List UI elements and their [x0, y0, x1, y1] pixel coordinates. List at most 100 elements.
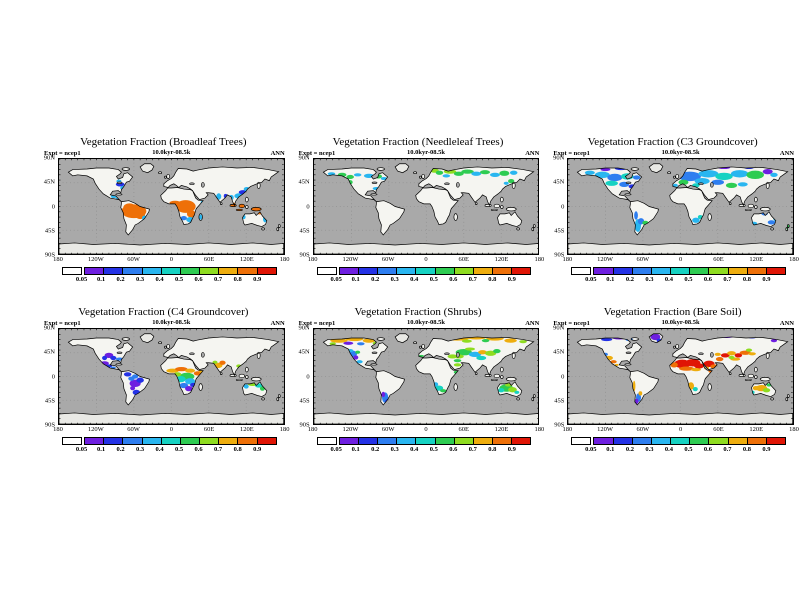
- experiment-label: Expt = ncep1: [553, 320, 590, 327]
- colorbar-labels: 0.05 0.1 0.2 0.3 0.4 0.5 0.6 0.7 0.8 0.9: [585, 276, 771, 283]
- period-label: 10.0kyr-08.5k: [406, 149, 446, 156]
- lon-tick-label: 120E: [494, 426, 509, 433]
- panel-broadleaf-trees: Vegetation Fraction (Broadleaf Trees) Ex…: [42, 136, 290, 284]
- lat-tick-label: 0: [51, 203, 55, 210]
- period-label: 10.0kyr-08.5k: [661, 319, 700, 326]
- panel-title: Vegetation Fraction (Bare Soil): [603, 306, 742, 318]
- lon-tick-label: 0: [679, 256, 683, 263]
- map-area: 90N 45N 0 45S 90S: [42, 155, 285, 259]
- lon-axis: 180 120W 60W 0 60E 120E 180: [562, 255, 798, 264]
- panel-header: Expt = ncep1 10.0kyr-08.5k ANN: [44, 149, 285, 158]
- lat-tick-label: 90N: [298, 324, 310, 332]
- lon-tick-label: 60E: [458, 256, 470, 263]
- lon-tick-label: 120E: [749, 256, 764, 263]
- lon-axis: 180 120W 60W 0 60E 120E 180: [308, 425, 544, 434]
- colorbar: 0.05 0.1 0.2 0.3 0.4 0.5 0.6 0.7 0.8 0.9: [62, 437, 277, 454]
- lon-tick-label: 180: [789, 426, 799, 433]
- colorbar-labels: 0.05 0.1 0.2 0.3 0.4 0.5 0.6 0.7 0.8 0.9: [75, 446, 262, 453]
- lon-tick-label: 60W: [636, 426, 650, 433]
- lon-tick-label: 60W: [127, 426, 140, 433]
- period-label: 10.0kyr-08.5k: [406, 319, 446, 326]
- experiment-label: Expt = ncep1: [44, 320, 81, 327]
- lon-tick-label: 120W: [342, 256, 359, 263]
- colorbar-strip: [316, 267, 532, 275]
- lat-tick-label: 90S: [44, 251, 55, 259]
- colorbar: 0.05 0.1 0.2 0.3 0.4 0.5 0.6 0.7 0.8 0.9: [571, 437, 787, 454]
- lon-tick-label: 180: [279, 426, 290, 433]
- map-frame: [312, 158, 540, 255]
- lon-tick-label: 180: [789, 256, 799, 263]
- lat-tick-label: 45N: [298, 178, 310, 186]
- panel-title: Vegetation Fraction (C3 Groundcover): [587, 136, 758, 148]
- lon-tick-label: 0: [679, 426, 683, 433]
- lat-axis: 90N 45N 0 45S 90S: [297, 324, 312, 429]
- period-label: 10.0kyr-08.5k: [661, 149, 700, 156]
- lat-tick-label: 90N: [553, 324, 565, 332]
- lat-tick-label: 45S: [299, 397, 310, 405]
- lon-tick-label: 0: [169, 426, 173, 433]
- lat-tick-label: 90S: [299, 251, 310, 259]
- world-map: [313, 159, 539, 254]
- lon-tick-label: 180: [562, 426, 573, 433]
- lat-tick-label: 45N: [553, 178, 565, 186]
- experiment-label: Expt = ncep1: [553, 150, 590, 157]
- lon-tick-label: 60E: [713, 256, 724, 263]
- season-label: ANN: [779, 150, 794, 157]
- lon-tick-label: 0: [169, 256, 173, 263]
- lat-tick-label: 0: [306, 373, 310, 380]
- lon-tick-label: 180: [53, 426, 63, 433]
- lat-axis: 90N 45N 0 45S 90S: [297, 155, 312, 259]
- lat-tick-label: 45N: [43, 348, 55, 356]
- experiment-label: Expt = ncep1: [298, 320, 336, 327]
- lon-tick-label: 60E: [203, 256, 215, 263]
- map-frame: [567, 328, 794, 425]
- lat-axis: 90N 45N 0 45S 90S: [551, 154, 566, 259]
- lat-tick-label: 0: [306, 203, 310, 210]
- world-map: [313, 329, 539, 424]
- lat-axis: 90N 45N 0 45S 90S: [551, 324, 566, 429]
- map-area: 90N 45N 0 45S 90S: [297, 155, 540, 259]
- period-label: 10.0kyr-08.5k: [152, 149, 191, 156]
- lon-tick-label: 60E: [713, 426, 724, 433]
- season-label: ANN: [525, 150, 540, 157]
- lon-axis: 180 120W 60W 0 60E 120E 180: [308, 255, 544, 264]
- lon-tick-label: 120E: [239, 256, 254, 263]
- world-map: [59, 159, 284, 254]
- lat-tick-label: 0: [561, 373, 565, 380]
- lat-tick-label: 90S: [299, 421, 310, 429]
- lon-tick-label: 120W: [342, 426, 359, 433]
- experiment-label: Expt = ncep1: [44, 150, 81, 157]
- colorbar-strip: [571, 437, 787, 445]
- panel-title: Vegetation Fraction (Shrubs): [354, 306, 482, 318]
- lat-axis: 90N 45N 0 45S 90S: [42, 155, 57, 259]
- lat-tick-label: 45S: [44, 397, 55, 405]
- world-map: [568, 159, 793, 254]
- lat-tick-label: 90N: [43, 324, 55, 332]
- lon-tick-label: 60E: [203, 426, 215, 433]
- lon-tick-label: 120E: [239, 426, 254, 433]
- panel-c4-groundcover: Vegetation Fraction (C4 Groundcover) Exp…: [42, 306, 290, 454]
- panel-header: Expt = ncep1 10.0kyr-08.5k ANN: [299, 319, 540, 328]
- colorbar-labels: 0.05 0.1 0.2 0.3 0.4 0.5 0.6 0.7 0.8 0.9: [330, 276, 516, 283]
- lat-tick-label: 90N: [553, 154, 565, 162]
- map-frame: [312, 328, 540, 425]
- panel-shrubs: Vegetation Fraction (Shrubs) Expt = ncep…: [297, 306, 544, 454]
- colorbar-labels: 0.05 0.1 0.2 0.3 0.4 0.5 0.6 0.7 0.8 0.9: [75, 276, 262, 283]
- panel-header: Expt = ncep1 10.0kyr-08.5k ANN: [553, 149, 794, 158]
- lat-tick-label: 0: [51, 373, 55, 380]
- lon-tick-label: 120W: [597, 426, 614, 433]
- lon-tick-label: 120E: [749, 426, 764, 433]
- lon-tick-label: 120W: [597, 256, 614, 263]
- lon-tick-label: 180: [562, 256, 573, 263]
- lat-tick-label: 90S: [44, 421, 55, 429]
- lon-axis: 180 120W 60W 0 60E 120E 180: [562, 425, 798, 434]
- lon-tick-label: 120W: [87, 426, 104, 433]
- lat-tick-label: 45S: [44, 227, 55, 235]
- panel-c3-groundcover: Vegetation Fraction (C3 Groundcover) Exp…: [551, 136, 799, 284]
- panel-bare-soil: Vegetation Fraction (Bare Soil) Expt = n…: [551, 306, 799, 454]
- lon-tick-label: 180: [53, 256, 63, 263]
- lat-tick-label: 45N: [43, 178, 55, 186]
- colorbar: 0.05 0.1 0.2 0.3 0.4 0.5 0.6 0.7 0.8 0.9: [316, 267, 532, 284]
- lon-tick-label: 0: [424, 256, 428, 263]
- panel-title: Vegetation Fraction (Needleleaf Trees): [332, 136, 504, 148]
